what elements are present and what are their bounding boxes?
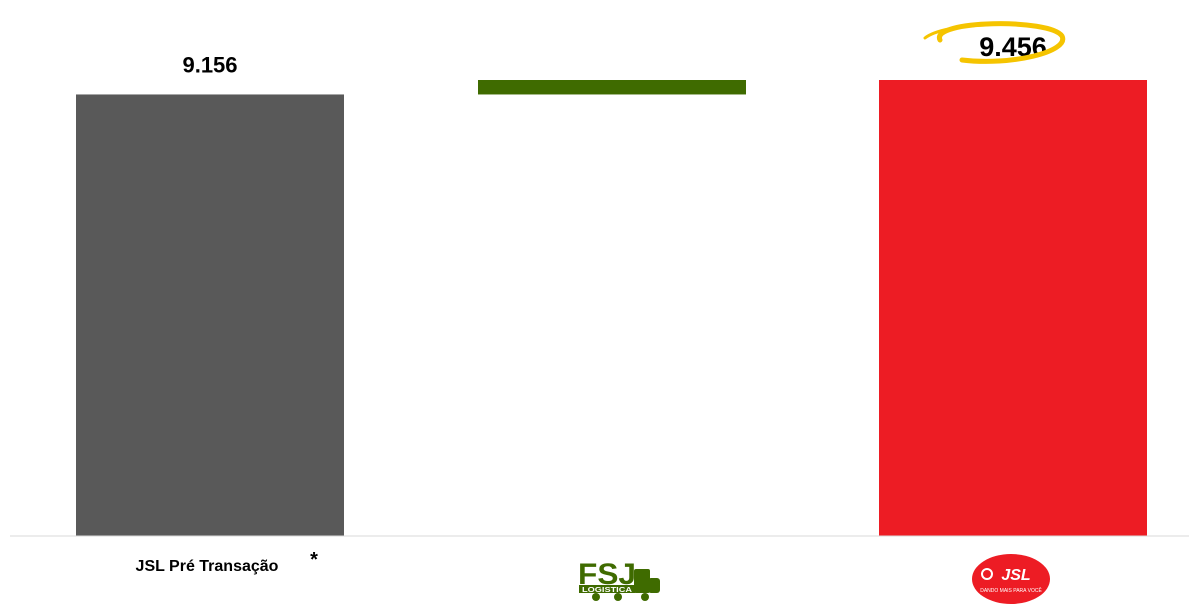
bars-group: [76, 80, 1147, 536]
jsl-logo: JSL DANDO MAIS PARA VOCÊ: [972, 554, 1050, 604]
data-label-1: 9.156: [182, 52, 237, 77]
data-label-2: 300: [595, 118, 628, 140]
bar-3: [879, 80, 1147, 536]
category-label-1: JSL Pré Transação: [136, 558, 279, 575]
fsj-logo-subtext: LOGISTICA: [582, 587, 632, 594]
jsl-logo-text: JSL: [1001, 567, 1030, 584]
footnote-marker: *: [310, 549, 318, 571]
fsj-logo: FSJ LOGISTICA: [578, 558, 660, 601]
bar-2: [478, 80, 746, 95]
bar-1: [76, 94, 344, 536]
total-highlight-ellipse: [923, 21, 1066, 64]
jsl-logo-subtext: DANDO MAIS PARA VOCÊ: [980, 586, 1042, 594]
